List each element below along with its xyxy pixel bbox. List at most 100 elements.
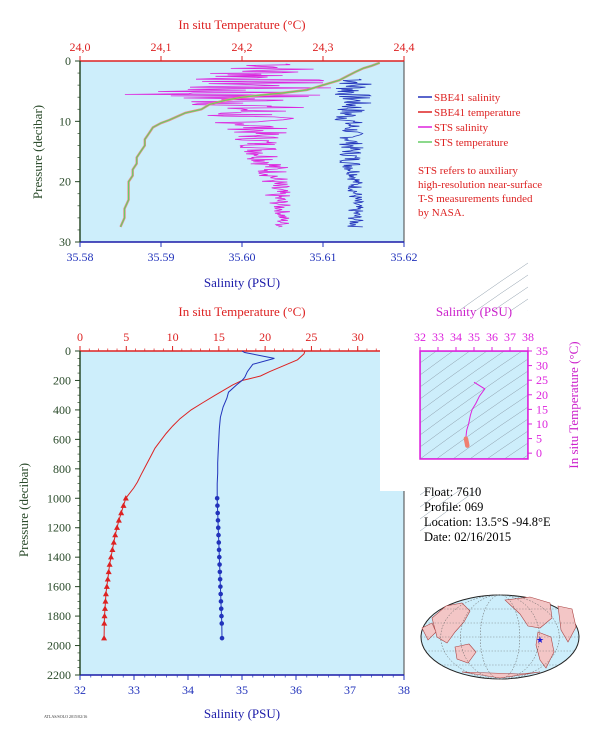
temperature-marker <box>101 605 108 611</box>
top-p-axis-title: Pressure (decibar) <box>30 105 45 199</box>
top-sal-ticks: 35.58 35.59 35.60 35.61 35.62 <box>67 242 418 264</box>
bottom-p-ticks: 0 200 400 600 800 1000 1200 1400 1600 1800 2000 220… <box>47 344 80 682</box>
top-p-ticks: 0 10 20 30 <box>59 54 80 249</box>
ts-temp-tick-label: 30 <box>536 359 548 373</box>
temperature-line <box>125 350 306 499</box>
temperature-marker <box>101 634 108 641</box>
top-temp-axis-title: In situ Temperature (°C) <box>178 17 305 32</box>
ts-sal-tick-label: 33 <box>432 330 444 344</box>
salinity-marker <box>217 576 223 582</box>
ts-temp-tick-label: 25 <box>536 373 548 387</box>
salinity-marker <box>216 532 221 538</box>
ts-temp-tick-label: 0 <box>536 446 542 460</box>
salinity-marker <box>217 562 222 567</box>
salinity-marker <box>215 510 220 516</box>
ts-deep-cluster <box>463 436 470 448</box>
bottom-temp-tick-label: 25 <box>305 330 317 344</box>
bottom-temp-tick-label: 5 <box>123 330 129 344</box>
ts-sal-tick-label: 34 <box>450 330 462 344</box>
density-contour <box>419 370 529 448</box>
land-africa <box>557 605 577 643</box>
ts-sal-tick-label: 32 <box>414 330 426 344</box>
salinity-marker <box>215 503 220 508</box>
top-temp-tick-label: 24,2 <box>232 40 253 54</box>
ts-density-contours <box>380 262 570 532</box>
bottom-p-tick-label: 600 <box>53 432 71 446</box>
temperature-marker <box>101 620 108 626</box>
temperature-marker <box>112 531 119 538</box>
note-line-2: high-resolution near-surface <box>418 179 542 191</box>
density-contour <box>419 382 529 460</box>
bottom-p-tick-label: 1600 <box>47 580 71 594</box>
map-land <box>421 596 577 679</box>
map-meridian <box>480 594 520 680</box>
ts-sal-tick-label: 36 <box>486 330 498 344</box>
ts-temp-tick-label: 35 <box>536 344 548 358</box>
temperature-marker <box>103 583 110 589</box>
salinity-marker <box>218 584 223 589</box>
salinity-marker <box>219 621 225 626</box>
top-p-tick-label: 20 <box>59 175 71 189</box>
top-panel: 24,0 24,1 24,2 24,3 24,4 35.58 35.59 35.60 35.6… <box>30 17 542 290</box>
legend-label-sts-salinity: STS salinity <box>434 122 489 134</box>
ts-sal-tick-label: 35 <box>468 330 480 344</box>
bottom-sal-tick-label: 33 <box>128 683 140 697</box>
bottom-p-tick-label: 1000 <box>47 491 71 505</box>
ts-plot-area <box>419 350 529 460</box>
profile-number: Profile: 069 <box>424 500 483 514</box>
top-p-tick-label: 10 <box>59 114 71 128</box>
temperature-marker <box>109 546 116 553</box>
salinity-marker <box>216 547 222 553</box>
top-temp-tick-label: 24,0 <box>70 40 91 54</box>
salinity-marker <box>216 540 222 545</box>
ts-trace <box>465 381 486 439</box>
top-sal-tick-label: 35.60 <box>229 250 256 264</box>
top-sal-tick-label: 35.61 <box>310 250 337 264</box>
ts-temp-tick-label: 5 <box>536 432 542 446</box>
bottom-sal-tick-label: 36 <box>290 683 302 697</box>
top-temp-tick-label: 24,4 <box>394 40 415 54</box>
top-sal-tick-label: 35.59 <box>148 250 175 264</box>
temperature-marker <box>120 502 127 508</box>
bottom-sal-ticks: 32 33 34 35 36 37 38 <box>74 675 410 697</box>
salinity-marker <box>218 606 224 612</box>
salinity-marker <box>219 635 225 641</box>
bottom-temp-tick-label: 20 <box>259 330 271 344</box>
sbe41-salinity-line <box>334 78 372 228</box>
bottom-p-tick-label: 1200 <box>47 521 71 535</box>
temperature-marker <box>114 524 121 530</box>
bottom-temp-tick-label: 10 <box>167 330 179 344</box>
bottom-p-tick-label: 0 <box>65 344 71 358</box>
float-location-marker: ★ <box>536 635 544 645</box>
bottom-temp-tick-label: 30 <box>352 330 364 344</box>
ts-sal-axis-title: Salinity (PSU) <box>436 304 512 319</box>
bottom-sal-axis-title: Salinity (PSU) <box>204 706 280 721</box>
top-p-tick-label: 0 <box>65 54 71 68</box>
float-number: Float: 7610 <box>424 485 481 499</box>
bottom-p-tick-label: 2200 <box>47 668 71 682</box>
temperature-marker <box>118 509 125 516</box>
bottom-p-tick-label: 200 <box>53 373 71 387</box>
ts-mask-bottom <box>380 459 570 489</box>
top-sal-tick-label: 35.58 <box>67 250 94 264</box>
salinity-marker <box>217 554 222 560</box>
temperature-marker <box>122 495 129 501</box>
ts-sal-tick-label: 37 <box>504 330 516 344</box>
temperature-marker <box>106 561 113 567</box>
top-sal-axis-title: Salinity (PSU) <box>204 275 280 290</box>
bottom-sal-tick-label: 34 <box>182 683 194 697</box>
top-temp-tick-label: 24,1 <box>151 40 172 54</box>
density-contour <box>419 346 529 424</box>
note-line-1: STS refers to auxiliary <box>418 165 518 177</box>
ts-temp-axis-title: In situ Temperature (°C) <box>566 341 581 468</box>
bottom-temp-axis-title: In situ Temperature (°C) <box>178 304 305 319</box>
bottom-series <box>101 350 306 641</box>
sts-salinity-line <box>124 63 332 228</box>
top-sal-tick-label: 35.62 <box>391 250 418 264</box>
top-temp-ticks: 24,0 24,1 24,2 24,3 24,4 <box>70 40 415 61</box>
land-antarctica <box>461 671 541 679</box>
bottom-p-tick-label: 2000 <box>47 639 71 653</box>
